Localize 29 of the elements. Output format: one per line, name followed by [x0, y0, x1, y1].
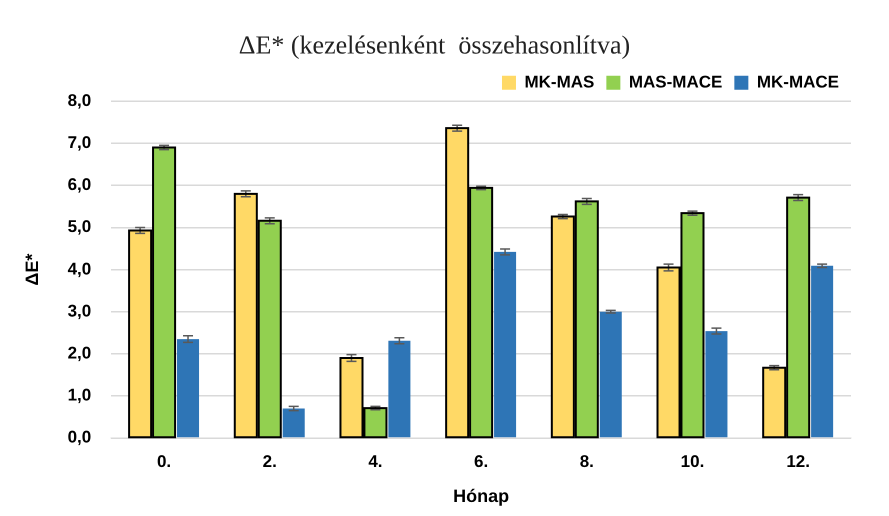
bar — [388, 340, 410, 438]
y-tick-label: 4,0 — [68, 259, 92, 278]
bar — [600, 312, 622, 438]
x-tick-label: 12. — [786, 452, 810, 471]
y-tick-label: 7,0 — [68, 132, 92, 152]
y-axis-title: ΔE* — [22, 254, 42, 286]
bar — [705, 331, 728, 438]
legend-label: MK-MAS — [524, 72, 594, 92]
bar — [177, 339, 200, 438]
x-tick-label: 4. — [368, 452, 383, 471]
x-tick-label: 6. — [474, 452, 488, 471]
y-tick-label: 6,0 — [68, 175, 92, 194]
x-tick-label: 8. — [580, 452, 594, 471]
y-tick-label: 0,0 — [68, 428, 92, 447]
y-tick-label: 5,0 — [68, 217, 92, 236]
x-tick-label: 10. — [680, 452, 704, 471]
x-axis-title: Hónap — [453, 486, 510, 506]
legend-label: MAS-MACE — [628, 72, 722, 92]
chart-title: ΔE* (kezelésenként összehasonlítva) — [238, 30, 630, 60]
x-tick-label: 2. — [262, 452, 277, 471]
y-tick-label: 1,0 — [68, 386, 92, 405]
bar — [811, 266, 834, 438]
y-tick-label: 8,0 — [68, 90, 92, 110]
bar — [282, 408, 305, 438]
y-tick-label: 3,0 — [68, 301, 92, 320]
y-tick-label: 2,0 — [68, 343, 92, 362]
bar — [494, 252, 516, 438]
x-tick-label: 0. — [156, 452, 172, 471]
legend-label: MK-MACE — [756, 72, 840, 92]
